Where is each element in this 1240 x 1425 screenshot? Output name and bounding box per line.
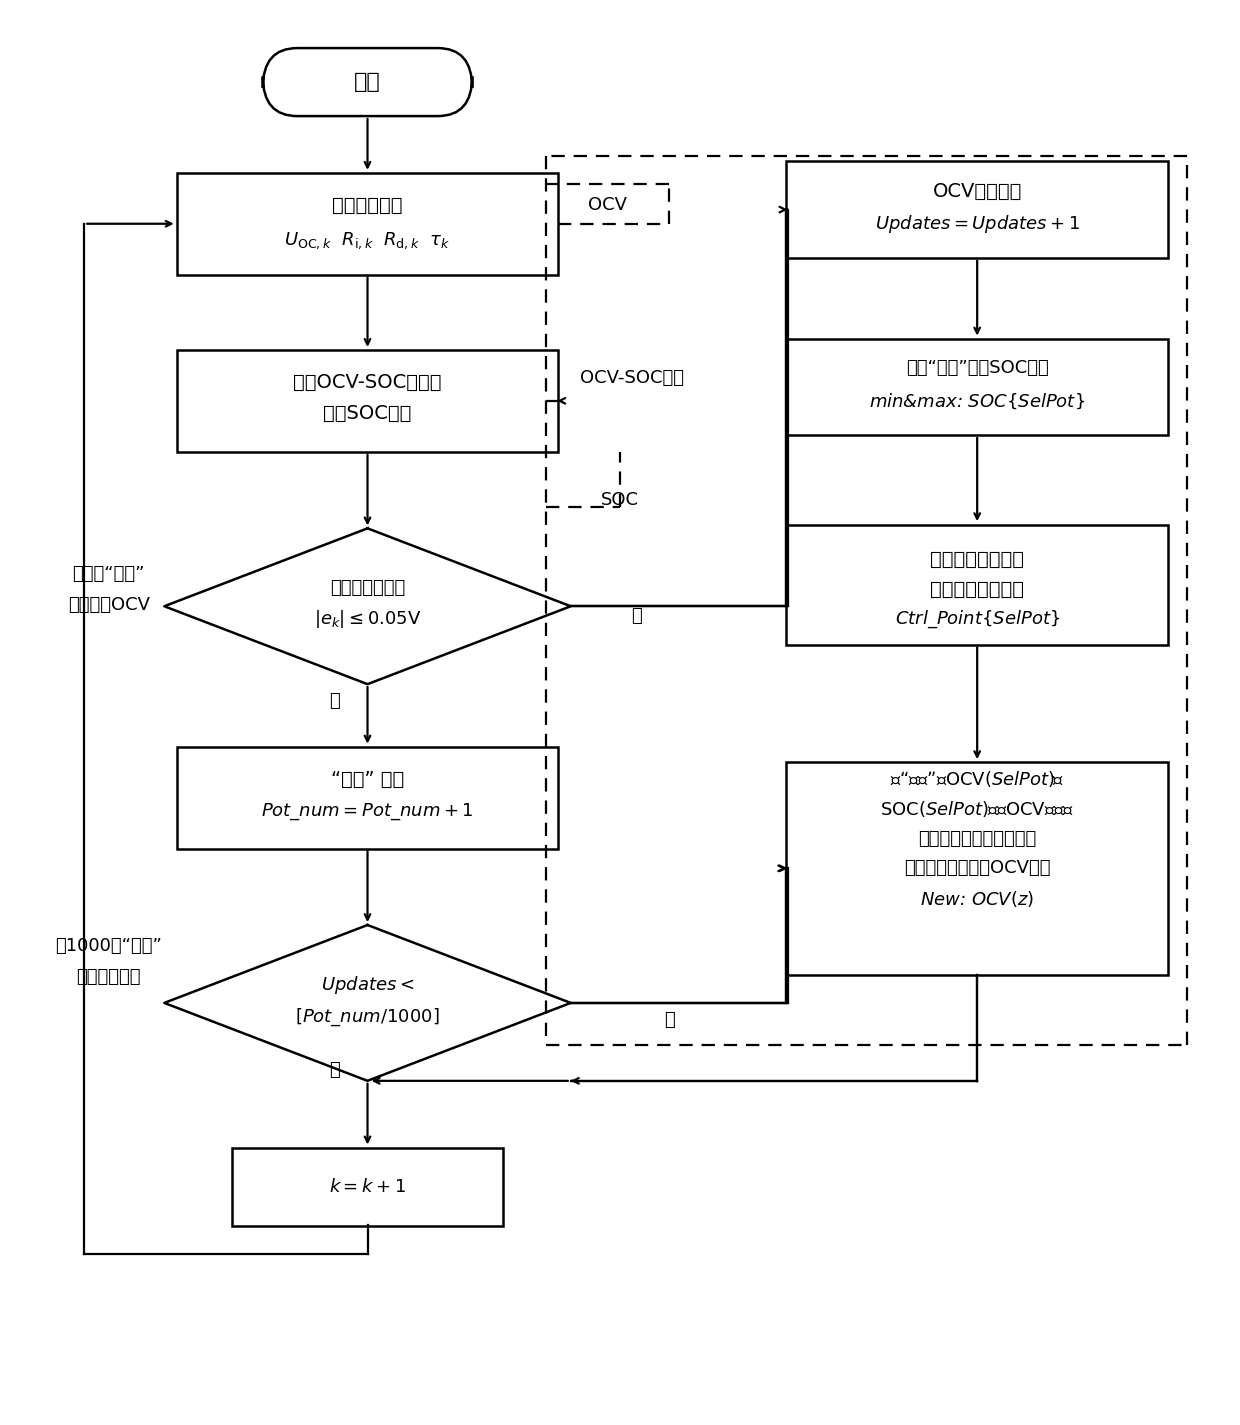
FancyBboxPatch shape bbox=[176, 747, 558, 848]
Text: 是: 是 bbox=[329, 693, 340, 710]
Text: 否: 否 bbox=[631, 607, 641, 626]
FancyBboxPatch shape bbox=[232, 1149, 503, 1226]
Text: OCV: OCV bbox=[588, 197, 627, 214]
Text: $Updates = Updates + 1$: $Updates = Updates + 1$ bbox=[874, 212, 1080, 235]
Text: 开始: 开始 bbox=[355, 73, 381, 93]
Text: $U_{\mathrm{OC},k}$  $R_{\mathrm{i},k}$  $R_{\mathrm{d},k}$  $\tau_k$: $U_{\mathrm{OC},k}$ $R_{\mathrm{i},k}$ $… bbox=[284, 231, 450, 251]
Text: 是: 是 bbox=[663, 1010, 675, 1029]
Text: $Ctrl\_Point\{SelPot\}$: $Ctrl\_Point\{SelPot\}$ bbox=[894, 608, 1060, 630]
Text: 判断端电压误差: 判断端电压误差 bbox=[330, 579, 405, 597]
Text: 基于OCV-SOC曲线的: 基于OCV-SOC曲线的 bbox=[293, 373, 441, 392]
Text: SOC($SelPot$)拟合OCV曲线，: SOC($SelPot$)拟合OCV曲线， bbox=[880, 799, 1074, 819]
Polygon shape bbox=[164, 529, 570, 684]
Text: OCV-SOC函数: OCV-SOC函数 bbox=[580, 369, 684, 388]
Text: New: OCV$(z)$: New: OCV$(z)$ bbox=[920, 889, 1034, 909]
Text: 用“好点”的OCV($SelPot$)和: 用“好点”的OCV($SelPot$)和 bbox=[890, 770, 1064, 789]
Text: 对被激活的控制点进行更: 对被激活的控制点进行更 bbox=[918, 829, 1037, 848]
Polygon shape bbox=[164, 925, 570, 1080]
FancyBboxPatch shape bbox=[176, 172, 558, 275]
Text: 激活相应的控制点: 激活相应的控制点 bbox=[930, 550, 1024, 569]
Text: 作为待更新的变量: 作为待更新的变量 bbox=[930, 580, 1024, 598]
Text: $|e_k|\leq0.05\mathrm{V}$: $|e_k|\leq0.05\mathrm{V}$ bbox=[314, 608, 422, 630]
Text: 进行一次更新: 进行一次更新 bbox=[77, 969, 141, 986]
FancyBboxPatch shape bbox=[263, 48, 472, 115]
Text: $Updates <$: $Updates <$ bbox=[321, 973, 414, 996]
FancyBboxPatch shape bbox=[786, 762, 1168, 975]
Text: OCV更新次数: OCV更新次数 bbox=[932, 181, 1022, 201]
FancyBboxPatch shape bbox=[176, 349, 558, 452]
Text: min&max: SOC$\{SelPot\}$: min&max: SOC$\{SelPot\}$ bbox=[869, 390, 1085, 410]
Text: 否: 否 bbox=[329, 1060, 340, 1079]
Text: 确定“好点”所处SOC区间: 确定“好点”所处SOC区间 bbox=[905, 359, 1049, 378]
Text: $k = k + 1$: $k = k + 1$ bbox=[329, 1178, 405, 1196]
FancyBboxPatch shape bbox=[786, 161, 1168, 258]
Text: 用于重构OCV: 用于重构OCV bbox=[68, 596, 150, 614]
FancyBboxPatch shape bbox=[786, 524, 1168, 646]
Text: $[Pot\_num/1000]$: $[Pot\_num/1000]$ bbox=[295, 1006, 440, 1027]
Text: 在线SOC估计: 在线SOC估计 bbox=[324, 405, 412, 423]
Text: $Pot\_num = Pot\_num + 1$: $Pot\_num = Pot\_num + 1$ bbox=[262, 801, 474, 822]
Text: 筛选出“好点”: 筛选出“好点” bbox=[73, 564, 145, 583]
Text: SOC: SOC bbox=[601, 492, 639, 509]
Text: 每1000个“好点”: 每1000个“好点” bbox=[56, 938, 162, 955]
FancyBboxPatch shape bbox=[786, 339, 1168, 435]
Text: 在线参数辨识: 在线参数辨识 bbox=[332, 195, 403, 215]
Text: “好点” 计数: “好点” 计数 bbox=[331, 770, 404, 788]
Text: 新，得到重构后的OCV曲线: 新，得到重构后的OCV曲线 bbox=[904, 859, 1050, 878]
